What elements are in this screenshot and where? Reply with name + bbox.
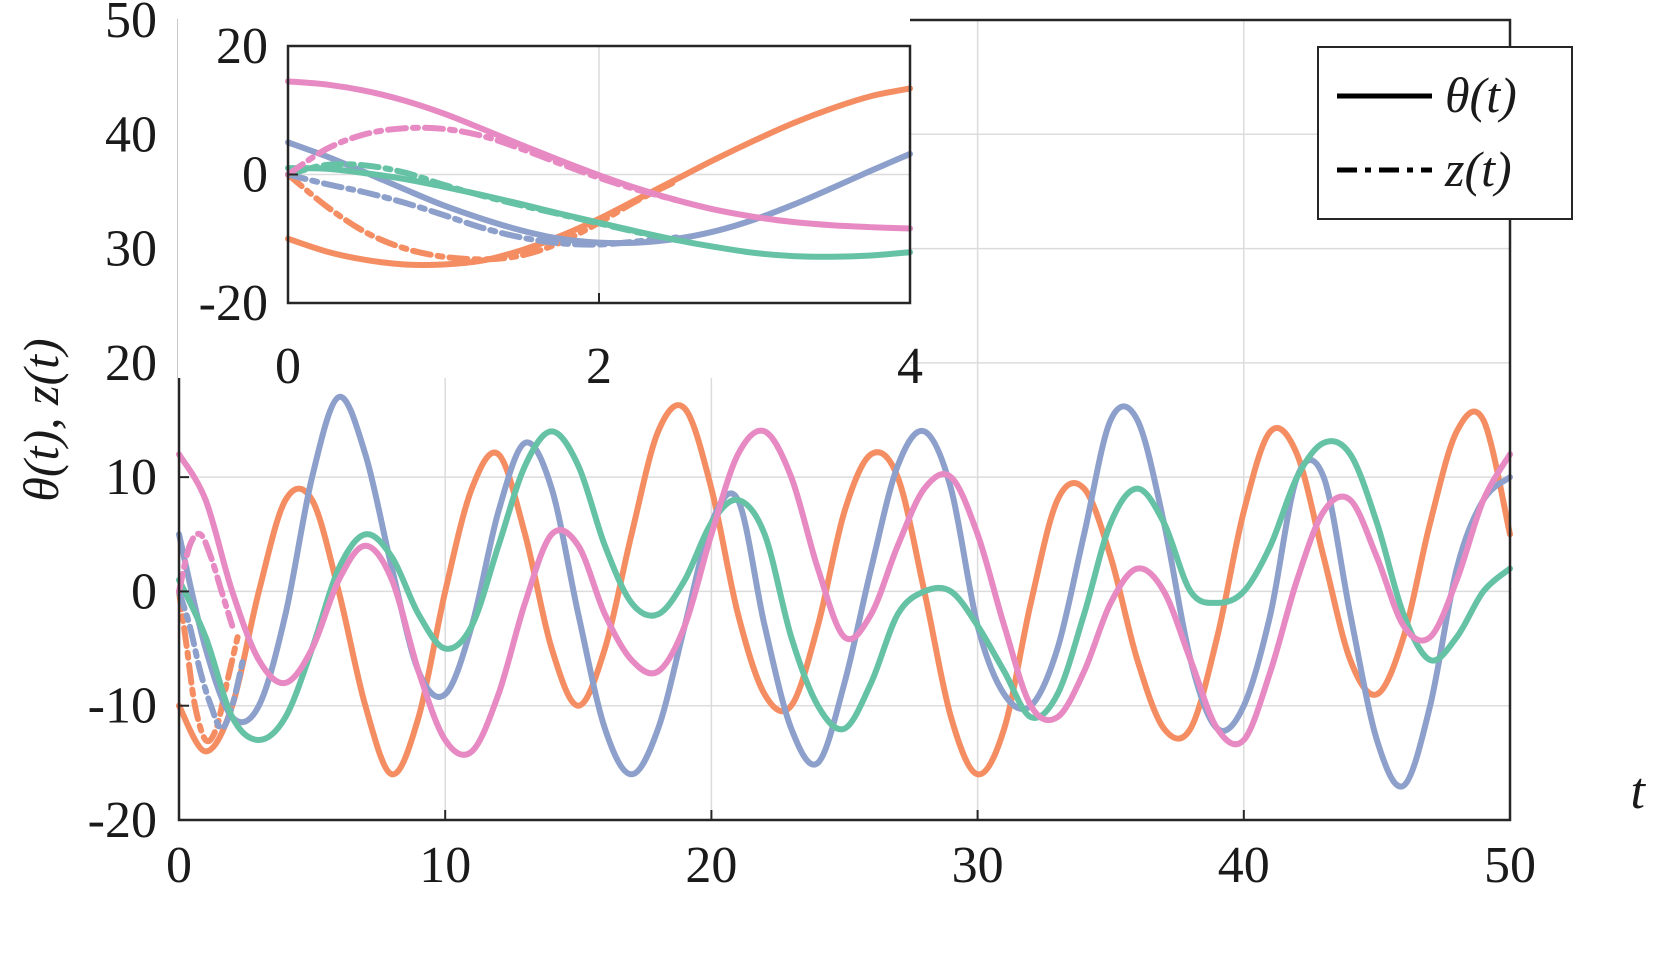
series-pink-dashdot xyxy=(285,124,680,204)
y-tick-label: 20 xyxy=(216,18,268,75)
y-tick-label: 0 xyxy=(242,147,268,204)
x-tick-label: 0 xyxy=(275,338,301,395)
x-tick-label: 4 xyxy=(897,338,923,395)
y-tick-label: 30 xyxy=(105,221,157,278)
y-tick-label: -10 xyxy=(88,678,157,735)
x-axis-label: t xyxy=(1631,763,1647,820)
y-tick-label: 10 xyxy=(105,449,157,506)
x-tick-label: 50 xyxy=(1484,837,1536,894)
x-tick-label: 2 xyxy=(586,338,612,395)
series-blue-dashdot xyxy=(176,588,246,732)
legend-entry-z: z(t) xyxy=(1444,141,1512,197)
series-orange-solid xyxy=(176,402,1513,778)
series-orange-solid xyxy=(285,85,913,268)
series-green-dashdot xyxy=(285,161,680,244)
y-tick-label: -20 xyxy=(199,275,268,332)
inset-background xyxy=(178,16,910,378)
y-tick-label: -20 xyxy=(88,792,157,849)
y-tick-label: 20 xyxy=(105,335,157,392)
x-tick-label: 40 xyxy=(1218,837,1270,894)
legend: θ(t) z(t) xyxy=(1317,46,1573,220)
legend-entry-theta: θ(t) xyxy=(1445,67,1517,123)
series-blue-dashdot xyxy=(285,171,680,248)
x-tick-label: 30 xyxy=(952,837,1004,894)
series-orange-dashdot xyxy=(285,171,680,263)
x-tick-label: 20 xyxy=(685,837,737,894)
main-series-group xyxy=(176,394,1513,790)
y-axis-label: θ(t), z(t) xyxy=(13,338,69,501)
x-tick-label: 0 xyxy=(166,837,192,894)
y-tick-label: 40 xyxy=(105,106,157,163)
y-tick-label: 50 xyxy=(105,0,157,49)
inset-series-group xyxy=(285,78,913,268)
x-tick-label: 10 xyxy=(419,837,471,894)
series-green-solid xyxy=(176,428,1513,743)
legend-box xyxy=(1317,46,1573,220)
series-pink-solid xyxy=(285,78,913,232)
y-tick-label: 0 xyxy=(131,563,157,620)
series-pink-dashdot xyxy=(176,530,236,629)
series-orange-dashdot xyxy=(176,588,241,745)
series-pink-solid xyxy=(176,427,1513,758)
